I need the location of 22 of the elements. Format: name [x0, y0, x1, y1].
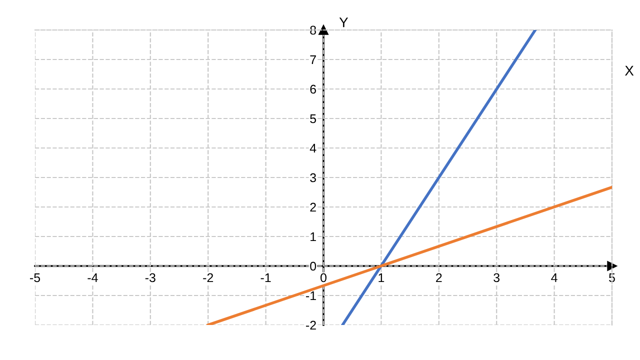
- x-tick-label: 4: [551, 273, 558, 282]
- x-tick-label: -4: [88, 273, 98, 282]
- x-tick-label: 2: [436, 273, 442, 282]
- x-tick-label: -3: [145, 273, 156, 282]
- y-tick-label: 1: [310, 232, 316, 242]
- x-tick-label: -1: [260, 273, 271, 282]
- x-tick-label: 3: [494, 273, 500, 282]
- y-tick-label: 2: [310, 202, 316, 212]
- y-tick-label: 0: [310, 262, 316, 271]
- x-tick-label: 0: [320, 273, 326, 282]
- x-tick-label: 1: [378, 273, 384, 282]
- x-tick-label: -5: [30, 273, 40, 282]
- y-tick-label: 5: [310, 114, 316, 124]
- y-tick-label: 4: [310, 144, 316, 153]
- x-tick-label: -2: [203, 273, 214, 282]
- y-tick-label: -2: [306, 320, 316, 330]
- x-axis-title: X: [624, 66, 634, 76]
- y-tick-label: 7: [310, 55, 316, 64]
- y-tick-label: 6: [310, 84, 316, 94]
- y-axis-title: Y: [339, 18, 348, 28]
- y-tick-label: -1: [306, 291, 316, 300]
- y-tick-label: 3: [310, 173, 316, 182]
